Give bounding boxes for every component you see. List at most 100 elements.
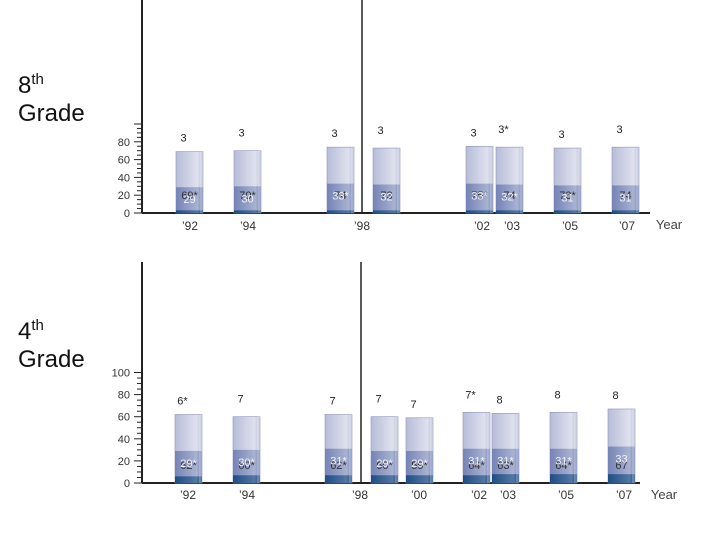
bar-advanced-segment bbox=[554, 210, 581, 213]
label-advanced: 7 bbox=[237, 394, 243, 406]
x-tick-label: ’02 bbox=[471, 488, 487, 502]
grade-number-4: 4 bbox=[18, 318, 32, 345]
bar-advanced-segment bbox=[466, 210, 493, 213]
label-proficient: 31* bbox=[468, 456, 485, 468]
label-proficient: 29* bbox=[411, 458, 428, 470]
x-tick-label: ’92 bbox=[182, 219, 198, 233]
x-axis-title: Year bbox=[651, 487, 678, 502]
label-advanced: 3 bbox=[238, 128, 244, 140]
bar-advanced-segment bbox=[550, 474, 577, 483]
bar-highlight bbox=[578, 148, 581, 213]
label-proficient: 32* bbox=[501, 192, 518, 204]
bar-highlight bbox=[520, 147, 523, 213]
grade-label-8th: 8th Grade bbox=[18, 66, 85, 128]
bar-advanced-segment bbox=[406, 475, 433, 483]
bar-5 bbox=[495, 146, 524, 214]
bar-4 bbox=[465, 145, 494, 214]
x-tick-label: ’98 bbox=[352, 488, 368, 502]
label-proficient: 31* bbox=[330, 456, 347, 468]
label-proficient: 31 bbox=[619, 192, 631, 204]
label-proficient: 29* bbox=[376, 458, 393, 470]
bar-advanced-segment bbox=[371, 475, 398, 483]
label-basic: 63* bbox=[497, 460, 514, 472]
bar-highlight bbox=[490, 146, 493, 213]
bar-highlight bbox=[632, 408, 635, 483]
y-tick-label: 0 bbox=[124, 208, 130, 220]
x-tick-label: ’05 bbox=[562, 219, 578, 233]
label-advanced: 7 bbox=[410, 399, 416, 411]
label-basic: 69* bbox=[181, 190, 198, 202]
bar-proficient-segment bbox=[327, 183, 354, 213]
bar-advanced-segment bbox=[175, 476, 202, 483]
label-proficient: 30* bbox=[238, 457, 255, 469]
label-proficient: 33* bbox=[332, 191, 349, 203]
bar-0 bbox=[174, 414, 203, 484]
bar-advanced-segment bbox=[325, 475, 352, 483]
y-tick-label: 60 bbox=[118, 412, 130, 424]
label-advanced: 8 bbox=[496, 394, 502, 406]
bar-1 bbox=[232, 416, 261, 484]
label-advanced: 7* bbox=[465, 389, 476, 401]
bar-advanced-segment bbox=[492, 474, 519, 483]
panel-grade-4 bbox=[134, 262, 640, 484]
bar-highlight bbox=[397, 148, 400, 213]
grade-suffix-8: th bbox=[31, 71, 44, 88]
bar-proficient-segment bbox=[554, 185, 581, 213]
x-tick-label: ’94 bbox=[239, 488, 255, 502]
x-tick-label: ’02 bbox=[474, 219, 490, 233]
label-advanced: 6* bbox=[177, 395, 188, 407]
bar-7 bbox=[549, 411, 578, 484]
label-basic: 73 bbox=[380, 190, 392, 202]
bar-3 bbox=[372, 147, 401, 214]
label-basic: 62* bbox=[330, 460, 347, 472]
label-basic: 73* bbox=[559, 190, 576, 202]
y-tick-label: 0 bbox=[124, 478, 130, 490]
bar-highlight bbox=[395, 416, 398, 483]
y-tick-label: 100 bbox=[112, 368, 130, 380]
label-basic: 64* bbox=[468, 460, 485, 472]
label-basic: 70* bbox=[239, 190, 256, 202]
bar-advanced-segment bbox=[327, 210, 354, 213]
label-basic: 74 bbox=[503, 190, 515, 202]
bar-proficient-segment bbox=[373, 184, 400, 213]
label-advanced: 8 bbox=[554, 389, 560, 401]
bar-highlight bbox=[516, 413, 519, 483]
label-basic: 59* bbox=[411, 460, 428, 472]
x-tick-label: ’00 bbox=[411, 488, 427, 502]
bar-3 bbox=[370, 416, 399, 484]
label-basic: 75* bbox=[471, 190, 488, 202]
x-tick-label: ’03 bbox=[500, 488, 516, 502]
bar-4 bbox=[405, 417, 434, 484]
label-basic: 67 bbox=[615, 460, 627, 472]
bar-2 bbox=[324, 414, 353, 484]
x-tick-label: ’07 bbox=[616, 488, 632, 502]
y-tick-label: 80 bbox=[118, 137, 130, 149]
bar-7 bbox=[611, 146, 640, 214]
y-tick-label: 20 bbox=[118, 190, 130, 202]
x-axis-title: Year bbox=[656, 217, 683, 232]
label-advanced: 3 bbox=[331, 128, 337, 140]
y-tick-label: 40 bbox=[118, 434, 130, 446]
label-advanced: 7 bbox=[375, 394, 381, 406]
bar-5 bbox=[462, 411, 491, 484]
grade-label-4th: 4th Grade bbox=[18, 312, 85, 374]
label-basic: 60* bbox=[238, 460, 255, 472]
label-advanced: 3 bbox=[377, 125, 383, 137]
x-tick-label: ’92 bbox=[180, 488, 196, 502]
bar-advanced-segment bbox=[496, 210, 523, 213]
bar-8 bbox=[607, 408, 636, 484]
label-proficient: 30 bbox=[241, 193, 253, 205]
grade-suffix-4: th bbox=[31, 317, 44, 334]
bar-advanced-segment bbox=[463, 475, 490, 483]
label-basic: 74 bbox=[334, 190, 346, 202]
label-advanced: 3 bbox=[470, 127, 476, 139]
label-proficient: 31 bbox=[561, 192, 573, 204]
label-advanced: 3 bbox=[558, 129, 564, 141]
grade-number-8: 8 bbox=[18, 72, 32, 99]
x-tick-label: ’98 bbox=[354, 219, 370, 233]
label-basic: 62* bbox=[180, 460, 197, 472]
label-proficient: 31* bbox=[497, 456, 514, 468]
label-advanced: 7 bbox=[329, 395, 335, 407]
bar-6 bbox=[553, 147, 582, 214]
